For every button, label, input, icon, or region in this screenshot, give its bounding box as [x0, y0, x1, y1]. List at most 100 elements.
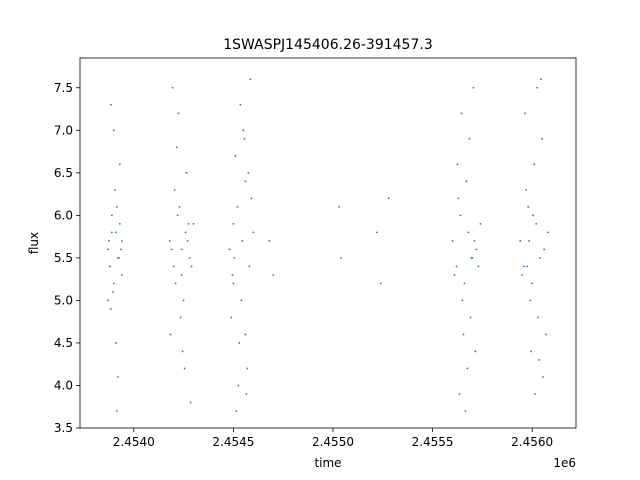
- x-tick-label: 2.4555: [412, 435, 454, 449]
- data-point: [184, 231, 187, 234]
- data-point: [115, 410, 118, 412]
- data-point: [118, 222, 121, 225]
- data-point: [547, 231, 550, 234]
- data-point: [466, 367, 469, 370]
- x-tick-label: 2.4545: [212, 435, 254, 449]
- data-point: [465, 180, 468, 183]
- data-point: [237, 384, 240, 387]
- data-point: [188, 256, 191, 259]
- data-point: [174, 282, 177, 285]
- data-point: [463, 282, 466, 285]
- data-point: [180, 274, 183, 276]
- data-point: [524, 112, 527, 115]
- data-point: [470, 256, 473, 259]
- data-point: [252, 231, 255, 234]
- data-point: [456, 163, 459, 166]
- data-point: [183, 367, 186, 370]
- data-point: [534, 393, 537, 395]
- data-point: [106, 248, 109, 251]
- y-tick-label: 6.0: [54, 208, 73, 222]
- data-point: [541, 137, 544, 140]
- data-point: [474, 350, 477, 353]
- data-point: [170, 248, 173, 251]
- data-point: [247, 171, 250, 174]
- data-point: [543, 248, 546, 251]
- data-point: [375, 231, 378, 234]
- data-point: [228, 248, 231, 251]
- plot-frame: [79, 57, 577, 429]
- data-point: [178, 205, 181, 208]
- data-point: [118, 163, 121, 166]
- data-point: [234, 154, 237, 157]
- data-point: [477, 265, 480, 268]
- data-point: [467, 231, 470, 234]
- data-point: [115, 205, 118, 208]
- data-point: [110, 231, 113, 234]
- data-point: [523, 265, 526, 268]
- y-axis: 3.5 4.0 4.5 5.0 5.5 6.0 6.5 7.0 7.5: [54, 81, 80, 435]
- data-point: [540, 78, 543, 81]
- y-axis-label: flux: [27, 232, 41, 254]
- data-point: [530, 350, 533, 353]
- data-point: [179, 316, 182, 319]
- data-point: [239, 103, 242, 106]
- x-tick-label: 2.4550: [312, 435, 354, 449]
- data-point: [537, 316, 540, 319]
- data-point: [110, 214, 113, 217]
- data-point: [108, 265, 111, 268]
- data-point: [168, 239, 171, 242]
- data-point: [233, 256, 236, 259]
- y-tick-label: 7.5: [54, 81, 73, 95]
- data-point: [182, 299, 185, 302]
- data-point: [112, 282, 115, 285]
- y-tick-label: 7.0: [54, 123, 73, 137]
- data-point: [231, 274, 234, 276]
- data-point: [187, 222, 190, 225]
- data-point: [533, 163, 536, 166]
- data-point: [475, 248, 478, 251]
- data-point: [468, 137, 471, 140]
- data-point: [472, 86, 475, 89]
- data-point: [243, 137, 246, 140]
- data-point: [109, 103, 112, 106]
- data-point: [109, 308, 112, 310]
- data-point: [526, 265, 529, 268]
- data-point: [116, 376, 119, 378]
- data-point: [120, 239, 123, 242]
- data-point: [241, 239, 244, 242]
- data-point: [542, 376, 545, 378]
- data-point: [114, 231, 117, 234]
- x-tick-label: 2.4560: [511, 435, 553, 449]
- data-point: [175, 146, 178, 149]
- data-point: [379, 282, 382, 285]
- data-point: [248, 265, 251, 268]
- data-point: [338, 205, 340, 208]
- data-point: [455, 265, 458, 268]
- data-point: [473, 239, 476, 242]
- x-axis: 2.4540 2.4545 2.4550 2.4555 2.4560: [113, 428, 553, 449]
- data-point: [111, 291, 114, 293]
- data-point: [268, 239, 271, 242]
- data-point: [250, 197, 253, 200]
- data-point: [458, 393, 461, 395]
- data-point: [462, 333, 465, 336]
- data-point: [459, 214, 462, 217]
- data-point: [272, 274, 275, 276]
- y-tick-label: 5.5: [54, 251, 73, 265]
- data-point: [171, 86, 174, 89]
- x-tick-label: 2.4540: [113, 435, 155, 449]
- data-point: [464, 410, 467, 412]
- y-tick-label: 4.5: [54, 336, 73, 350]
- data-point: [107, 239, 110, 242]
- data-point: [172, 265, 175, 268]
- data-point: [529, 299, 532, 302]
- data-point: [113, 188, 116, 191]
- data-point: [453, 274, 456, 276]
- data-point: [521, 274, 524, 276]
- data-point: [235, 410, 238, 412]
- data-point: [535, 222, 538, 225]
- data-point: [536, 86, 539, 89]
- data-point: [387, 197, 390, 200]
- data-point: [185, 171, 188, 174]
